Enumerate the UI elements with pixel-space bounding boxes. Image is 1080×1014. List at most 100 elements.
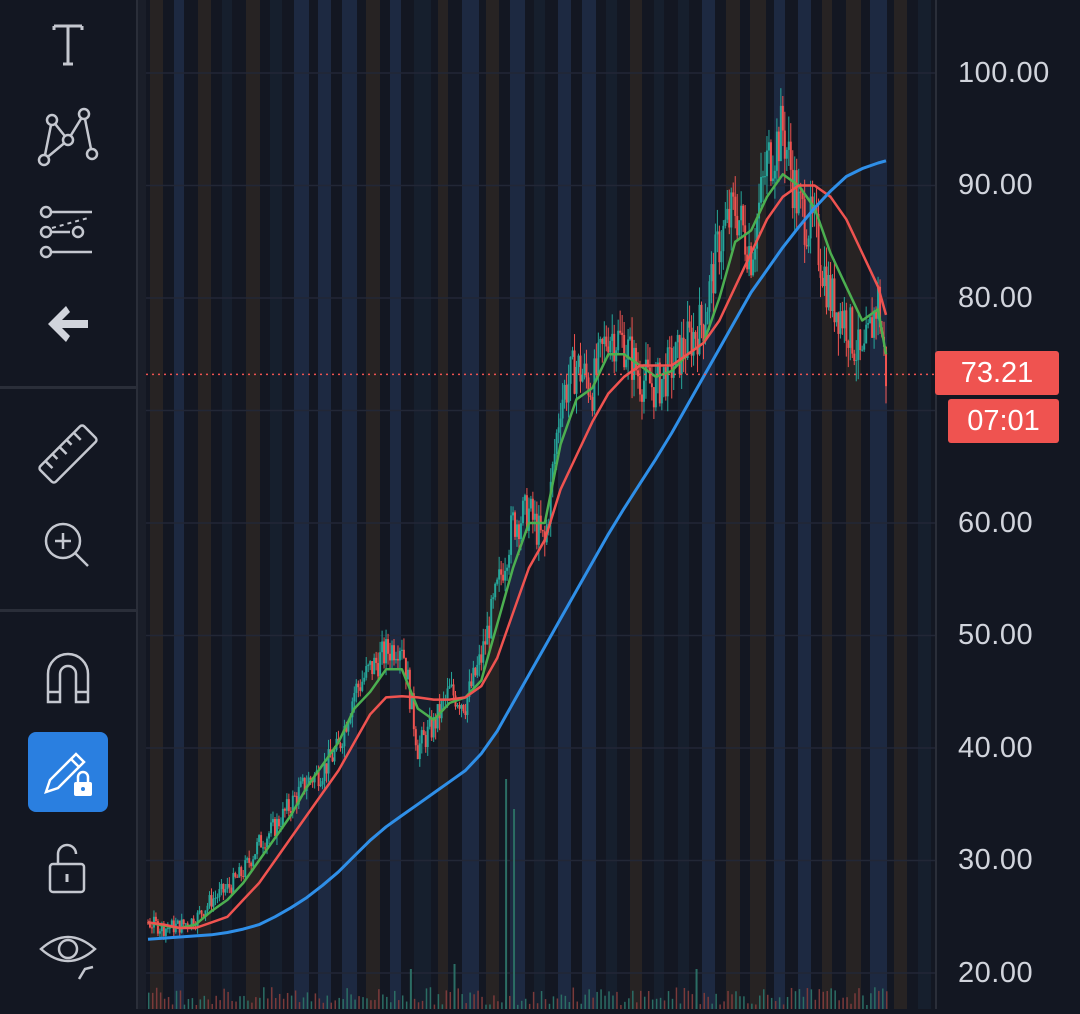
candle-body <box>313 774 316 783</box>
candle-body <box>516 524 518 537</box>
volume-bar <box>564 995 567 1009</box>
candle-body <box>688 321 691 328</box>
candle-body <box>694 332 697 339</box>
candle-body <box>569 356 572 384</box>
candle-body <box>190 918 193 928</box>
candle-body <box>795 170 798 214</box>
candle-body <box>847 340 850 348</box>
candle-body <box>452 684 455 696</box>
zoom-in-button[interactable] <box>28 506 108 586</box>
candle-body <box>831 278 834 311</box>
volume-bar <box>719 1004 721 1009</box>
volume-bar <box>540 991 543 1009</box>
hide-drawings-button[interactable] <box>28 912 108 992</box>
volume-bar <box>167 997 170 1009</box>
candle-body <box>835 312 838 323</box>
candle-body <box>762 176 764 178</box>
price-chart[interactable] <box>146 0 1080 1009</box>
candle-body <box>763 176 766 178</box>
candle-body <box>359 687 362 691</box>
volume-bar <box>255 997 257 1009</box>
candle-body <box>750 246 753 276</box>
candle-body <box>527 508 530 531</box>
candle-body <box>853 353 856 361</box>
candle-body <box>299 781 302 787</box>
session-band <box>318 0 331 1009</box>
candle-body <box>293 795 296 797</box>
pattern-tool-button[interactable] <box>28 96 108 176</box>
candle-body <box>833 278 836 323</box>
candle-body <box>224 889 227 893</box>
volume-bar <box>465 1003 467 1009</box>
candle-body <box>482 641 485 663</box>
candle-body <box>595 358 598 376</box>
candle-body <box>494 583 497 598</box>
ruler-icon <box>38 424 98 484</box>
lock-drawings-button[interactable] <box>28 828 108 908</box>
candle-body <box>275 818 278 836</box>
candle-body <box>567 383 570 403</box>
volume-bar <box>874 987 876 1009</box>
volume-bar <box>624 1001 626 1009</box>
candle-body <box>787 141 790 150</box>
chart-pane[interactable]: 100.00 90.00 80.00 60.00 50.00 40.00 30.… <box>146 0 1080 1009</box>
volume-bar <box>429 987 432 1009</box>
volume-bar <box>334 1000 336 1009</box>
candle-body <box>617 330 620 351</box>
toolbar-border <box>136 0 146 1009</box>
text-tool-button[interactable] <box>28 4 108 84</box>
candle-body <box>680 337 683 375</box>
measure-tool-button[interactable] <box>28 414 108 494</box>
candle-body <box>353 692 356 702</box>
candle-body <box>549 481 552 524</box>
candle-body <box>416 745 419 759</box>
candle-body <box>256 842 259 855</box>
candle-body <box>821 277 824 287</box>
session-band <box>678 0 689 1009</box>
arrow-left-icon <box>48 306 88 342</box>
volume-bar <box>219 1000 221 1009</box>
candle-body <box>789 141 792 170</box>
candle-body <box>589 395 592 398</box>
session-band <box>222 0 232 1009</box>
volume-bar <box>294 990 297 1009</box>
candle-body <box>510 515 513 555</box>
volume-bar <box>850 1003 852 1009</box>
session-band <box>270 0 282 1009</box>
fast-ma-line <box>147 173 888 930</box>
toolbar-separator <box>0 609 136 612</box>
candle-body <box>559 418 562 428</box>
prediction-tool-button[interactable] <box>28 192 108 272</box>
candle-body <box>470 681 473 687</box>
candle-body <box>192 918 195 927</box>
volume-bar <box>350 994 352 1009</box>
candle-body <box>166 928 169 930</box>
volume-bar <box>247 1000 249 1009</box>
candle-body <box>319 784 322 787</box>
volume-bar <box>536 1003 539 1009</box>
candle-body <box>605 336 608 347</box>
candle-body <box>254 854 257 860</box>
volume-bar <box>175 990 178 1009</box>
session-band <box>174 0 184 1009</box>
candle-body <box>367 664 370 667</box>
session-band <box>558 0 571 1009</box>
candle-body <box>244 860 247 877</box>
volume-bar <box>548 1003 551 1009</box>
candle-body <box>708 281 711 312</box>
volume-bar <box>552 996 555 1009</box>
magnet-button[interactable] <box>28 636 108 716</box>
candle-body <box>869 317 872 323</box>
candle-body <box>414 729 417 746</box>
volume-bar <box>239 996 241 1009</box>
volume-bar <box>628 998 630 1009</box>
candle-body <box>156 921 159 934</box>
volume-bar <box>715 993 717 1009</box>
volume-bar <box>854 993 856 1009</box>
candle-body <box>333 750 336 762</box>
volume-bar <box>501 1002 503 1009</box>
back-button[interactable] <box>28 284 108 364</box>
stay-in-drawing-mode-button[interactable] <box>28 732 108 812</box>
volume-bar <box>870 993 872 1009</box>
candle-body <box>654 374 657 408</box>
